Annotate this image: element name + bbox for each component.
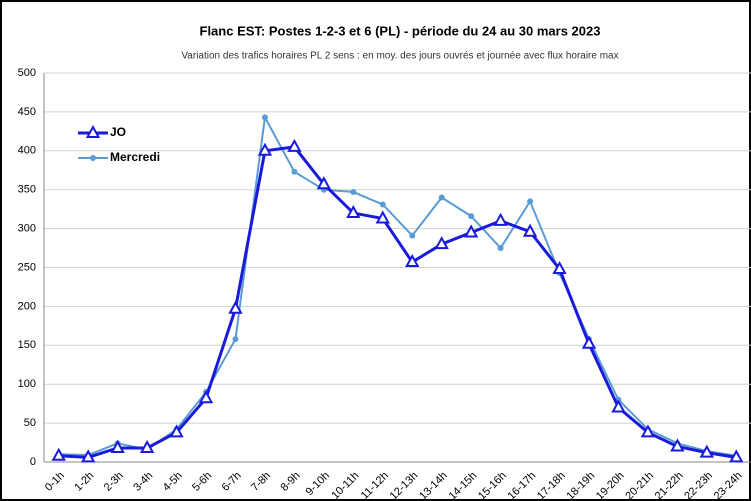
marker-circle xyxy=(527,198,534,205)
marker-triangle xyxy=(287,138,302,152)
marker-triangle xyxy=(522,223,538,237)
marker-triangle xyxy=(611,399,626,413)
marker-triangle xyxy=(552,260,567,275)
marker-triangle xyxy=(51,447,66,461)
marker-triangle xyxy=(198,390,214,404)
marker-triangle xyxy=(375,210,390,224)
marker-triangle xyxy=(169,424,184,438)
legend-label: Mercredi xyxy=(110,150,160,164)
marker-triangle xyxy=(346,204,361,219)
marker-circle xyxy=(261,114,268,121)
series-line xyxy=(58,114,737,457)
y-tick-label: 250 xyxy=(18,261,36,273)
y-tick-label: 200 xyxy=(18,300,36,312)
marker-triangle xyxy=(405,253,420,268)
legend-marker xyxy=(90,155,96,161)
chart-title: Flanc EST: Postes 1-2-3 et 6 (PL) - péri… xyxy=(200,23,601,38)
marker-triangle xyxy=(493,212,508,226)
marker-circle xyxy=(291,168,298,175)
marker-triangle xyxy=(80,449,96,463)
y-tick-label: 400 xyxy=(18,145,36,157)
y-tick-label: 150 xyxy=(18,339,36,351)
marker-circle xyxy=(468,213,475,220)
marker-triangle xyxy=(640,424,656,438)
chart-subtitle: Variation des trafics horaires PL 2 sens… xyxy=(181,51,618,62)
y-tick-label: 0 xyxy=(30,456,36,468)
y-tick-label: 100 xyxy=(18,378,36,390)
marker-circle xyxy=(497,245,504,252)
marker-triangle xyxy=(729,449,744,463)
marker-triangle xyxy=(581,335,597,349)
y-tick-label: 300 xyxy=(18,223,36,235)
marker-triangle xyxy=(699,444,715,458)
legend-label: JO xyxy=(110,125,126,139)
marker-triangle xyxy=(228,300,243,314)
legend-marker xyxy=(85,124,101,138)
marker-circle xyxy=(379,201,386,208)
marker-triangle xyxy=(257,142,273,156)
y-tick-label: 350 xyxy=(18,184,36,196)
marker-circle xyxy=(438,194,445,201)
y-tick-label: 450 xyxy=(18,106,36,118)
marker-triangle xyxy=(110,439,125,453)
marker-triangle xyxy=(139,439,155,453)
marker-triangle xyxy=(670,438,685,452)
marker-triangle xyxy=(434,236,449,250)
marker-triangle xyxy=(463,224,479,238)
marker-triangle xyxy=(316,176,332,190)
marker-circle xyxy=(409,232,416,239)
marker-circle xyxy=(350,189,357,196)
marker-circle xyxy=(232,336,239,343)
y-tick-label: 500 xyxy=(18,67,36,79)
y-tick-label: 50 xyxy=(24,417,36,429)
